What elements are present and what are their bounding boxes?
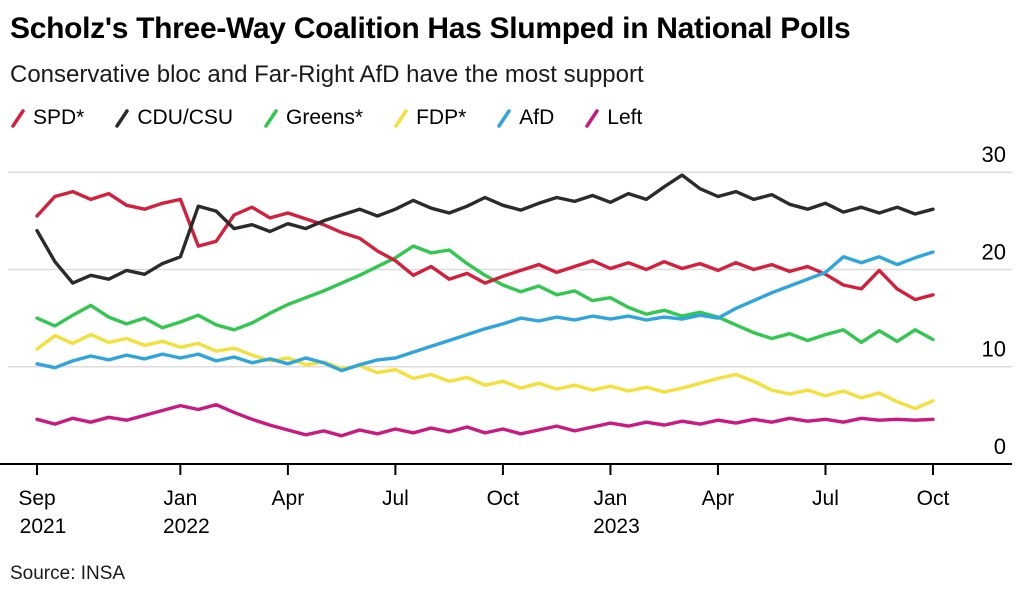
series-line-afd [35, 250, 935, 373]
x-year-label: 2022 [163, 515, 210, 538]
legend-label: Greens* [286, 106, 364, 129]
legend-slash-icon [497, 109, 512, 128]
line-chart: 30 20 10 0 Sep 2021 Jan 2022 Apr Jul Oct Jan 2023 Apr… [0, 142, 1012, 538]
x-tick-label: Jul [812, 487, 839, 510]
legend-slash-icon [394, 109, 408, 128]
y-axis-label-20: 20 [982, 240, 1006, 265]
y-axis-label-30: 30 [982, 142, 1006, 167]
x-tick-label: Sep [18, 487, 55, 510]
legend-label: CDU/CSU [137, 106, 234, 129]
x-tick-label: Apr [272, 487, 305, 510]
legend-label: AfD [519, 106, 555, 129]
x-tick-label: Apr [702, 487, 735, 510]
legend-label: Left [607, 106, 643, 129]
legend-slash-icon [264, 109, 278, 128]
y-axis-label-0: 0 [994, 434, 1006, 459]
chart-subtitle: Conservative bloc and Far-Right AfD have… [10, 61, 644, 88]
x-year-label: 2021 [20, 515, 67, 538]
x-tick-label: Jan [594, 487, 628, 510]
legend-item-afd: AfD [496, 106, 554, 130]
legend-item-cducsu: CDU/CSU [114, 106, 233, 130]
legend-label: FDP* [416, 106, 467, 129]
x-tick-label: Jan [163, 487, 197, 510]
source-note: Source: INSA [10, 563, 126, 584]
legend-item-fdp: FDP* [393, 106, 466, 130]
legend: SPD* CDU/CSU Greens* FDP* AfD Left [10, 106, 642, 130]
y-axis-label-10: 10 [982, 337, 1006, 362]
x-tick-label: Oct [917, 487, 950, 510]
x-year-label: 2023 [593, 515, 640, 538]
legend-item-greens: Greens* [263, 106, 363, 130]
legend-item-spd: SPD* [10, 106, 84, 130]
series-line-cducsu [35, 173, 935, 285]
chart-title: Scholz's Three-Way Coalition Has Slumped… [10, 12, 851, 45]
legend-slash-icon [11, 109, 25, 128]
legend-item-left: Left [584, 106, 642, 130]
legend-slash-icon [115, 109, 130, 128]
series-line-fdp [35, 332, 935, 411]
series-line-left [35, 403, 935, 438]
series-line-spd [35, 189, 935, 302]
x-tick-label: Oct [487, 487, 520, 510]
series-line-greens [35, 244, 935, 345]
legend-slash-icon [585, 109, 600, 128]
x-tick-label: Jul [382, 487, 409, 510]
legend-label: SPD* [33, 106, 85, 129]
